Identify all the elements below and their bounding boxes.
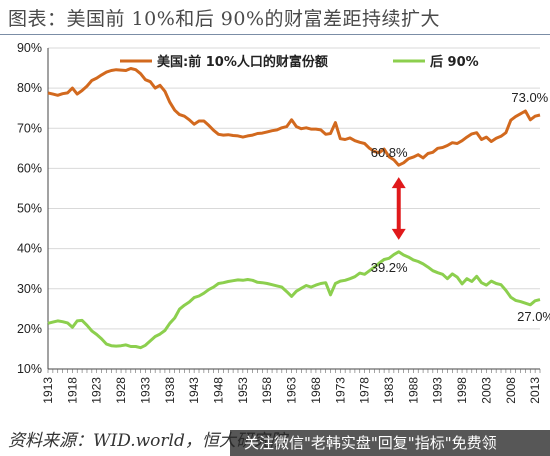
chart-title: 图表：美国前 10%和后 90%的财富差距持续扩大 (8, 8, 441, 30)
y-tick-label: 10% (17, 362, 42, 376)
gap-arrow-head-down (391, 228, 406, 240)
y-tick-label: 60% (17, 161, 42, 175)
x-tick-label: 1998 (455, 377, 469, 404)
x-tick-label: 1983 (382, 377, 396, 404)
x-tick-label: 1928 (114, 377, 128, 404)
x-tick-label: 1948 (211, 377, 225, 404)
x-tick-label: 1993 (431, 377, 445, 404)
x-tick-label: 1913 (41, 377, 55, 404)
x-tick-label: 1968 (309, 377, 323, 404)
legend-label-top10: 美国:前 10%人口的财富份额 (157, 54, 328, 70)
data-label: 60.8% (371, 145, 408, 160)
data-label: 27.0% (517, 309, 550, 324)
y-tick-label: 80% (17, 81, 42, 95)
legend-label-bottom90: 后 90% (430, 54, 479, 70)
x-tick-label: 1923 (90, 377, 104, 404)
x-tick-label: 1988 (406, 377, 420, 404)
x-tick-label: 2008 (504, 377, 518, 404)
gap-arrow-head-up (391, 177, 406, 189)
x-tick-label: 1918 (65, 377, 79, 404)
data-label: 73.0% (511, 90, 548, 105)
x-tick-label: 1958 (260, 377, 274, 404)
title-divider (0, 34, 550, 35)
x-tick-label: 1963 (285, 377, 299, 404)
series-line-bottom90 (47, 250, 541, 350)
source-note: 资料来源：WID.world，恒大研究院 (8, 431, 287, 451)
y-tick-label: 90% (17, 41, 42, 55)
y-tick-label: 50% (17, 202, 42, 216)
y-tick-label: 70% (17, 121, 42, 135)
data-label: 39.2% (371, 260, 408, 275)
y-tick-label: 30% (17, 282, 42, 296)
watermark-banner: 关注微信"老韩实盘"回复"指标"免费领 (230, 430, 550, 456)
x-tick-label: 1943 (187, 377, 201, 404)
x-tick-label: 1978 (358, 377, 372, 404)
x-tick-label: 1953 (236, 377, 250, 404)
x-tick-label: 2013 (528, 377, 542, 404)
y-tick-label: 40% (17, 242, 42, 256)
x-tick-label: 2003 (479, 377, 493, 404)
series-line-top10 (47, 67, 541, 167)
x-tick-label: 1973 (333, 377, 347, 404)
x-tick-label: 1933 (138, 377, 152, 404)
y-tick-label: 20% (17, 322, 42, 336)
line-chart: 10% 20% 30% 40% 50% 60% 70% 80% 90% 1913 1918 1923 1… (17, 41, 550, 404)
x-tick-label: 1938 (163, 377, 177, 404)
